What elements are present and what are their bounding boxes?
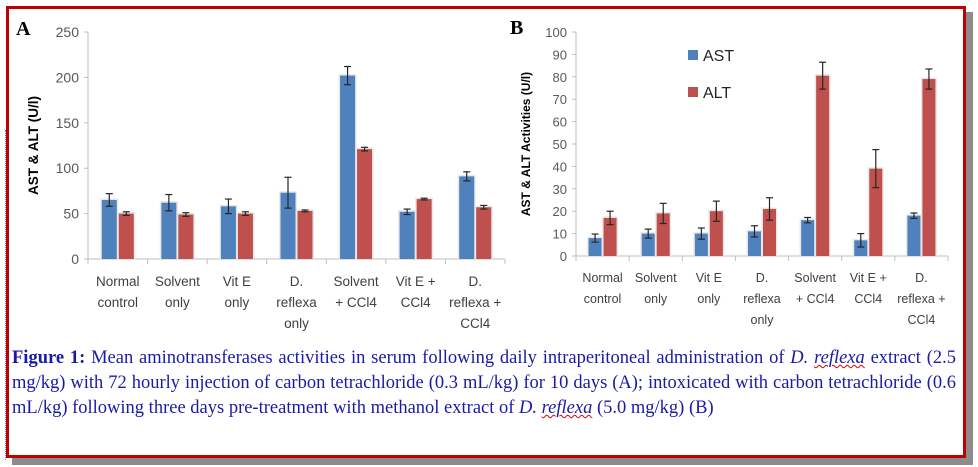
- category-label: only: [751, 313, 775, 327]
- y-tick-label: 50: [63, 206, 79, 222]
- legend-swatch-alt: [688, 87, 698, 97]
- y-tick-label: 50: [553, 137, 567, 152]
- category-label: only: [284, 316, 309, 331]
- y-tick-label: 80: [553, 70, 567, 85]
- y-tick-label: 60: [553, 115, 567, 130]
- caption-text-1: Mean aminotransferases activities in ser…: [85, 348, 791, 368]
- bar-ast: [907, 215, 921, 256]
- category-label: D.: [756, 271, 769, 285]
- bar-ast: [801, 220, 815, 256]
- legend-label-alt: ALT: [703, 85, 731, 102]
- category-label: D.: [290, 274, 304, 289]
- category-label: control: [584, 292, 622, 306]
- y-axis-title: AST & ALT (U/l): [26, 96, 41, 195]
- bar-alt: [922, 79, 936, 256]
- panel-label-a: A: [16, 18, 31, 40]
- caption-text-2: extract (2.5 mg/kg) with 72 hourly injec…: [12, 348, 956, 418]
- bar-alt: [869, 168, 883, 256]
- caption-species-1b: reflexa: [814, 348, 865, 368]
- bar-alt: [118, 213, 134, 259]
- bar-ast: [854, 240, 868, 256]
- category-label: D.: [468, 274, 482, 289]
- legend-label-ast: AST: [703, 48, 734, 65]
- y-tick-label: 100: [545, 25, 567, 40]
- category-label: CCl4: [460, 316, 490, 331]
- y-tick-label: 100: [56, 160, 80, 176]
- panel-label-b: B: [510, 17, 524, 39]
- category-label: control: [98, 295, 139, 310]
- bar-ast: [641, 233, 655, 256]
- caption-text-3: (5.0 mg/kg) (B): [592, 398, 714, 418]
- category-label: + CCl4: [335, 295, 377, 310]
- category-label: Solvent: [155, 274, 200, 289]
- y-tick-label: 150: [56, 115, 80, 131]
- y-tick-label: 90: [553, 47, 567, 62]
- category-label: Vit E +: [396, 274, 436, 289]
- bar-alt: [476, 207, 492, 259]
- category-label: only: [697, 292, 721, 306]
- category-label: + CCl4: [796, 292, 835, 306]
- bar-ast: [161, 202, 177, 259]
- y-tick-label: 30: [553, 182, 567, 197]
- category-label: CCl4: [401, 295, 431, 310]
- y-tick-label: 70: [553, 92, 567, 107]
- bar-alt: [297, 210, 313, 259]
- category-label: reflexa +: [897, 292, 945, 306]
- category-label: Vit E: [223, 274, 251, 289]
- caption-species-2: D.: [519, 398, 542, 418]
- y-tick-label: 250: [56, 24, 80, 40]
- category-label: only: [165, 295, 190, 310]
- bar-alt: [357, 149, 373, 259]
- category-label: reflexa: [743, 292, 781, 306]
- bar-ast: [459, 176, 475, 259]
- category-label: Vit E: [696, 271, 722, 285]
- category-label: reflexa +: [449, 295, 501, 310]
- bar-ast: [280, 192, 296, 259]
- legend-swatch-ast: [688, 50, 698, 60]
- bar-alt: [178, 214, 194, 259]
- bar-alt: [603, 217, 617, 256]
- bar-alt: [237, 213, 253, 259]
- y-tick-label: 10: [553, 227, 567, 242]
- figure-caption: Figure 1: Mean aminotransferases activit…: [12, 346, 956, 421]
- category-label: Solvent: [794, 271, 836, 285]
- category-label: Vit E +: [850, 271, 887, 285]
- bar-alt: [816, 75, 830, 257]
- category-label: reflexa: [276, 295, 317, 310]
- bar-ast: [220, 206, 236, 259]
- category-label: only: [225, 295, 250, 310]
- category-label: CCl4: [908, 313, 936, 327]
- category-label: only: [644, 292, 668, 306]
- bar-ast: [340, 75, 356, 259]
- y-tick-label: 0: [560, 249, 567, 264]
- y-tick-label: 40: [553, 159, 567, 174]
- y-tick-label: 200: [56, 69, 80, 85]
- bar-ast: [101, 199, 117, 259]
- bar-ast: [399, 211, 415, 259]
- y-axis-title: AST & ALT Activities (U/l): [519, 72, 533, 216]
- category-label: D.: [915, 271, 928, 285]
- category-label: Solvent: [635, 271, 677, 285]
- category-label: CCl4: [854, 292, 882, 306]
- y-tick-label: 20: [553, 204, 567, 219]
- margin-guide: [5, 130, 6, 460]
- y-tick-label: 0: [71, 251, 79, 267]
- caption-label: Figure 1:: [12, 348, 86, 368]
- caption-species-1: D.: [790, 348, 815, 368]
- bar-alt: [416, 199, 432, 259]
- category-label: Normal: [582, 271, 622, 285]
- category-label: Normal: [96, 274, 140, 289]
- category-label: Solvent: [334, 274, 379, 289]
- bar-alt: [709, 211, 723, 256]
- caption-species-2b: reflexa: [541, 398, 593, 418]
